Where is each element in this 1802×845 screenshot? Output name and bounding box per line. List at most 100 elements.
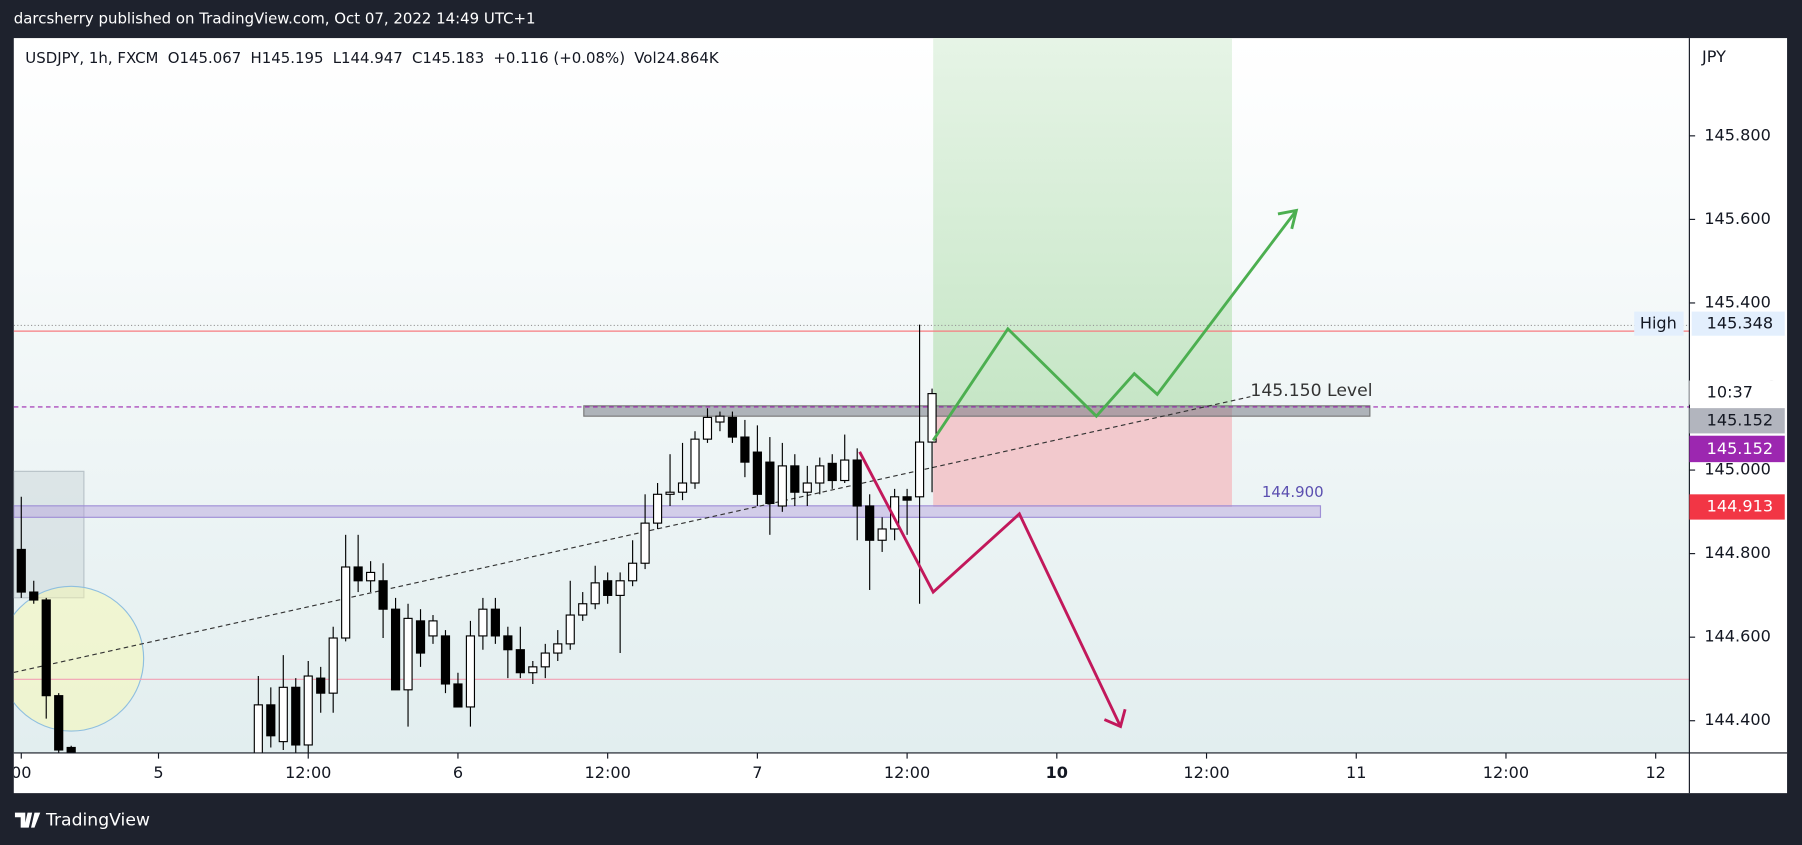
ohlc-item: +0.116 (+0.08%)	[493, 49, 625, 67]
body	[503, 635, 513, 651]
body	[902, 496, 912, 501]
badge-text: 144.913	[1707, 496, 1774, 515]
logo: TradingView	[14, 811, 150, 831]
body	[727, 416, 738, 438]
body	[927, 393, 937, 443]
ohlc-item: C145.183	[412, 49, 484, 67]
body	[865, 505, 875, 541]
body	[29, 591, 39, 601]
stop-zone	[933, 408, 1232, 507]
body	[316, 677, 326, 694]
body	[827, 462, 837, 482]
badge	[1689, 380, 1785, 405]
body	[690, 438, 700, 484]
logo-mark	[14, 812, 41, 828]
body	[715, 415, 725, 423]
badge-text: 145.152	[1707, 439, 1774, 458]
x-tick-label: 11	[1346, 763, 1366, 782]
unit: JPY	[1701, 47, 1726, 66]
up-path	[931, 209, 1298, 442]
body	[328, 637, 338, 694]
x-tick-label: 12:00	[584, 763, 630, 782]
body	[702, 416, 713, 440]
body	[677, 482, 688, 493]
ohlc-item: H145.195	[251, 49, 324, 67]
body	[353, 566, 363, 582]
body	[877, 528, 887, 541]
body	[578, 603, 588, 616]
ohlc-legend: O145.067 H145.195 L144.947 C145.183 +0.116 (…	[168, 49, 720, 67]
body	[815, 465, 825, 484]
drawings	[13, 38, 1690, 732]
y-tick-label: 145.600	[1704, 209, 1771, 228]
body	[403, 617, 413, 691]
body	[802, 482, 812, 493]
y-tick-label: 145.400	[1704, 292, 1771, 311]
x-tick-label: 5	[153, 763, 163, 782]
body	[303, 675, 313, 746]
body	[415, 620, 426, 654]
badges: High 145.348 0 10:37 145.152 145.152 144…	[1634, 311, 1785, 520]
body	[291, 686, 301, 746]
header: darcsherry published on TradingView.com,…	[14, 10, 536, 28]
badge	[1689, 494, 1785, 520]
annotation: 145.150 Level	[1250, 381, 1372, 401]
body	[553, 643, 563, 654]
body	[914, 441, 925, 498]
body	[565, 614, 575, 645]
brand: TradingView	[45, 811, 150, 831]
body	[16, 548, 26, 593]
symbol: USDJPY, 1h, FXCM	[25, 49, 158, 67]
y-tick-label: 144.800	[1704, 543, 1771, 562]
body	[540, 652, 550, 668]
circle	[13, 585, 145, 732]
down-arrowhead	[1103, 708, 1127, 729]
projections	[858, 208, 1299, 729]
time-axis-bg	[13, 752, 1690, 794]
body	[752, 451, 762, 495]
body	[366, 571, 376, 582]
target-zone	[933, 38, 1232, 409]
body	[515, 649, 525, 674]
badge-text: 10:37	[1707, 383, 1753, 402]
ohlc-item: Vol24.864K	[634, 49, 720, 67]
badge-text: 145.152	[1707, 410, 1774, 429]
badge-text: High	[1640, 314, 1677, 333]
candles	[16, 324, 937, 753]
body	[378, 580, 388, 610]
zone-144900	[13, 505, 1322, 518]
x-tick-label: 12:00	[1183, 763, 1229, 782]
badge	[1689, 435, 1785, 463]
body	[640, 522, 650, 564]
x-axis: 00 5 12:00 6 12:00 7 12:00 10 12:00 11 12:00 12	[14, 752, 1666, 782]
body	[490, 608, 500, 637]
body	[852, 459, 862, 507]
body	[440, 635, 451, 685]
body	[840, 459, 850, 482]
down-path	[858, 451, 1122, 728]
zone-145150	[583, 405, 1371, 417]
body	[590, 582, 600, 605]
y-tick-label: 144.600	[1704, 627, 1771, 646]
body	[628, 562, 638, 582]
body	[478, 608, 488, 637]
body	[66, 746, 76, 753]
ohlc-item: O145.067	[168, 49, 242, 67]
trend-line	[13, 396, 1251, 674]
body	[428, 620, 438, 637]
x-tick-label: 6	[453, 763, 463, 782]
body	[41, 599, 51, 697]
body	[652, 493, 663, 524]
body	[528, 666, 538, 674]
body	[465, 635, 476, 708]
body	[790, 465, 800, 493]
up-arrowhead	[1277, 208, 1299, 230]
body	[665, 491, 675, 495]
x-tick-label: 12:00	[285, 763, 331, 782]
badge	[1691, 311, 1785, 336]
x-tick-label: 12	[1645, 763, 1665, 782]
body	[390, 608, 401, 691]
body	[266, 704, 276, 737]
